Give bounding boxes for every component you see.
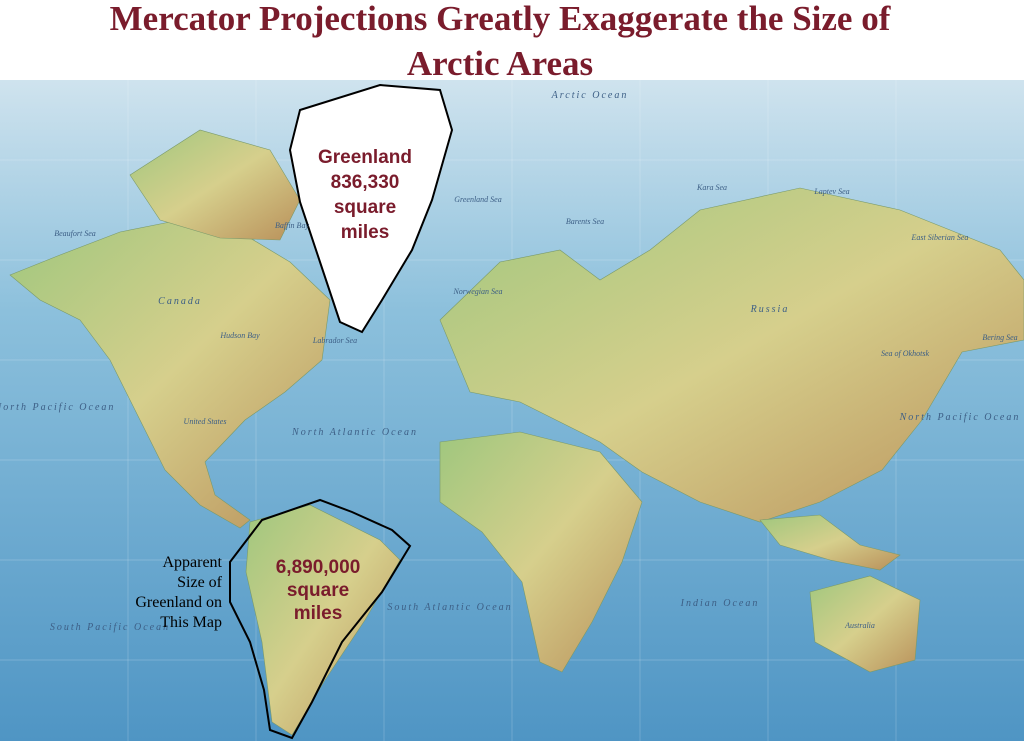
map-label: Kara Sea [696,183,727,192]
apparent-greenland-outline [229,498,412,740]
map-label: South Atlantic Ocean [387,602,512,613]
greenland-label: Greenland [318,147,412,168]
map-label: Australia [844,621,875,630]
apparent-label: Size of [177,574,223,591]
map-label: Beaufort Sea [54,229,96,238]
map-label: Hudson Bay [219,331,260,340]
map-label: Sea of Okhotsk [881,349,929,358]
map-label: South Pacific Ocean [50,622,170,633]
south-america-label: 6,890,000 [276,557,361,578]
map-label: United States [184,417,227,426]
map-label: North Atlantic Ocean [291,427,418,438]
map-label: Barents Sea [566,217,604,226]
map-labels: Arctic Ocean Beaufort Sea Baffin Bay Gre… [0,90,1021,633]
continents [9,129,1024,736]
map-label: East Siberian Sea [911,233,969,242]
title-line: Arctic Areas [407,44,593,83]
apparent-label: Greenland on [135,594,222,611]
map-label: Labrador Sea [312,336,357,345]
title-line: Mercator Projections Greatly Exaggerate … [110,0,891,38]
greenland-label: 836,330 [331,172,400,193]
greenland-shape [288,83,454,334]
map-label: Greenland Sea [454,195,501,204]
map-label: North Pacific Ocean [899,412,1021,423]
greenland-label: square [334,197,396,218]
south-america-label: miles [294,603,343,624]
map-label: Russia [750,304,790,315]
map-label: Laptev Sea [813,187,849,196]
apparent-label: This Map [160,614,222,631]
map-label: Indian Ocean [680,598,760,609]
map-label: Bering Sea [982,333,1017,342]
map-label: Baffin Bay [275,221,309,230]
map-label: Canada [158,296,202,307]
greenland-label: miles [341,222,390,243]
map-label: Arctic Ocean [551,90,629,101]
apparent-label: Apparent [162,554,222,571]
south-america-label: square [287,580,349,601]
map-label: North Pacific Ocean [0,402,115,413]
map-label: Norwegian Sea [452,287,502,296]
